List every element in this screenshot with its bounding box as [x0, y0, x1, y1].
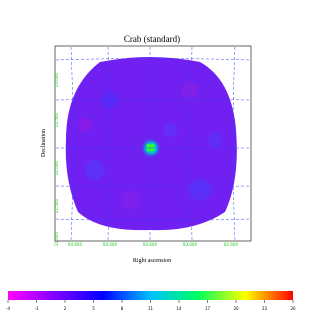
colorbar-tick-label: -1	[35, 306, 39, 311]
grid-line	[107, 46, 110, 241]
colorbar-tick-label: 14	[176, 306, 182, 311]
grid-line	[55, 185, 251, 187]
dec-label: 22.500	[54, 113, 59, 127]
ra-label: 83.000	[183, 242, 197, 247]
ra-label: 82.600	[224, 242, 238, 247]
y-axis-label: Declination	[41, 129, 47, 157]
colorbar-tick-label: 20	[233, 306, 239, 311]
ra-label: 84.000	[103, 242, 117, 247]
colorbar-tick-label: 17	[205, 306, 211, 311]
colorbar-tick-label: 5	[92, 306, 95, 311]
colorbar-tick-label: 8	[121, 306, 124, 311]
dec-label: 22.000	[54, 161, 59, 175]
source-peak	[147, 144, 154, 151]
ra-label: 83.600	[143, 242, 157, 247]
colorbar	[8, 291, 293, 300]
grid-line	[55, 99, 251, 101]
x-axis-label: Right ascension	[133, 258, 171, 264]
colorbar-tick-label: 2	[64, 306, 67, 311]
grid-line	[190, 46, 193, 241]
ra-label: 84.600	[68, 242, 82, 247]
colorbar-tick-label: -4	[6, 306, 10, 311]
chart-title: Crab (standard)	[124, 34, 180, 44]
colorbar-tick-label: 11	[148, 306, 154, 311]
dec-label: 21.500	[54, 199, 59, 213]
grid-line	[55, 58, 251, 61]
chart: Crab (standard) Right ascension Declinat…	[6, 34, 296, 311]
plot-frame	[54, 45, 252, 242]
dec-label: 23.000	[54, 73, 59, 87]
grid-line	[55, 218, 251, 221]
colorbar-tick-label: 23	[262, 306, 268, 311]
dec-label: 21.000	[54, 232, 59, 246]
colorbar-tick-label: 26	[290, 306, 296, 311]
map-texture	[78, 82, 223, 209]
grid-line	[232, 46, 236, 241]
grid-line	[70, 46, 74, 241]
